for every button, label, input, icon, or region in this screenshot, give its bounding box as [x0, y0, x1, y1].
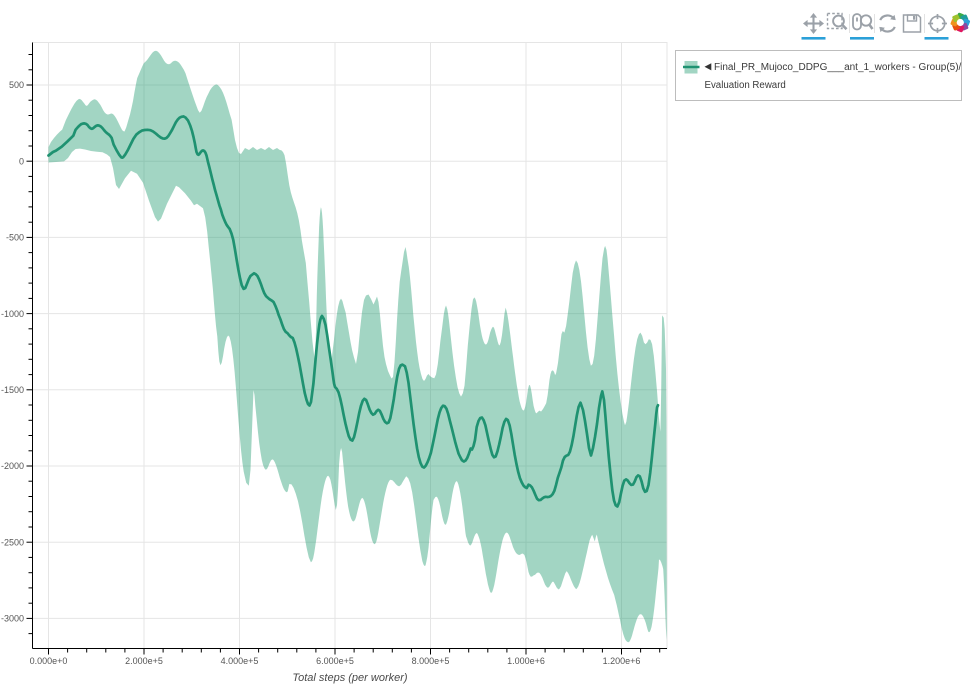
svg-text:-2500: -2500	[1, 537, 24, 547]
svg-text:-500: -500	[6, 233, 24, 243]
svg-text:1.000e+6: 1.000e+6	[507, 656, 545, 666]
svg-text:8.000e+5: 8.000e+5	[412, 656, 450, 666]
svg-text:4.000e+5: 4.000e+5	[221, 656, 259, 666]
svg-text:0: 0	[19, 156, 24, 166]
svg-text:500: 500	[9, 80, 24, 90]
svg-text:6.000e+5: 6.000e+5	[316, 656, 354, 666]
svg-text:Total steps (per worker): Total steps (per worker)	[292, 672, 407, 684]
svg-text:-3000: -3000	[1, 614, 24, 624]
svg-text:-1000: -1000	[1, 309, 24, 319]
svg-text:0.000e+0: 0.000e+0	[30, 656, 68, 666]
svg-text:-2000: -2000	[1, 461, 24, 471]
svg-text:2.000e+5: 2.000e+5	[125, 656, 163, 666]
svg-text:-1500: -1500	[1, 385, 24, 395]
svg-text:1.200e+6: 1.200e+6	[603, 656, 641, 666]
svg-text:Evaluation Reward: Evaluation Reward	[705, 80, 786, 91]
svg-text:Final_PR_Mujoco_DDPG___ant_1_w: Final_PR_Mujoco_DDPG___ant_1_workers - G…	[714, 62, 962, 73]
